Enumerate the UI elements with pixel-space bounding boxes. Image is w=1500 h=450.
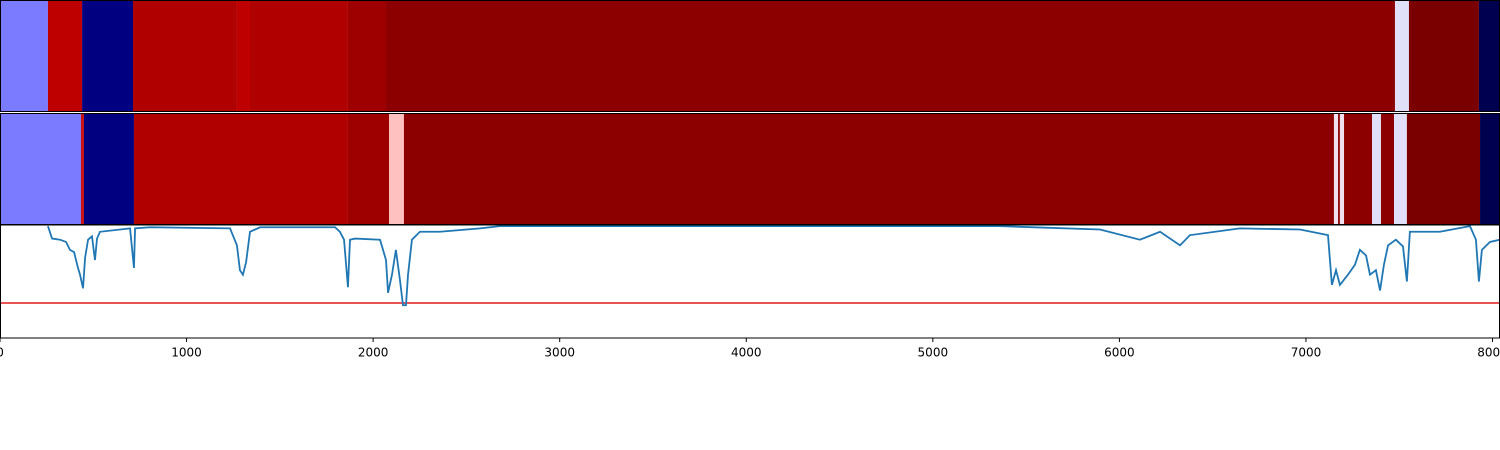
x-tick-label: 2000 — [358, 346, 389, 360]
segment — [1478, 0, 1500, 112]
segment — [347, 113, 389, 225]
axes: 0 1000 2000 3000 4000 5000 6000 7000 8000 — [0, 224, 1500, 360]
segment — [47, 0, 83, 112]
segment — [1338, 113, 1340, 225]
segment — [0, 113, 81, 225]
segment — [83, 113, 134, 225]
segment — [388, 113, 404, 225]
x-tick-label: 5000 — [918, 346, 949, 360]
segment — [1408, 0, 1479, 112]
segment — [386, 0, 1395, 112]
x-tick-label: 8000 — [1477, 346, 1500, 360]
segment — [1394, 113, 1407, 225]
x-tick-label: 6000 — [1104, 346, 1135, 360]
x-tick-label: 1000 — [171, 346, 202, 360]
segment — [133, 113, 348, 225]
segment — [1406, 113, 1481, 225]
segment — [236, 0, 250, 112]
segment — [1380, 113, 1395, 225]
x-tick-label: 7000 — [1291, 346, 1322, 360]
segment — [1339, 113, 1345, 225]
segment — [1480, 113, 1500, 225]
line-panel — [0, 225, 1500, 307]
segment — [82, 0, 134, 112]
segment — [250, 0, 348, 112]
segment — [1372, 113, 1381, 225]
segment — [1344, 113, 1373, 225]
x-tick-label: 4000 — [731, 346, 762, 360]
segment — [0, 0, 48, 112]
bands — [0, 0, 1500, 225]
segment — [347, 0, 387, 112]
x-tick-label: 0 — [0, 346, 4, 360]
segment — [80, 113, 84, 225]
segment — [1333, 113, 1339, 225]
x-tick-label: 3000 — [544, 346, 575, 360]
segment — [133, 0, 237, 112]
segment — [403, 113, 1334, 225]
line — [47, 225, 1500, 307]
line-panel-frame — [0, 224, 1500, 339]
segment — [1394, 0, 1409, 112]
